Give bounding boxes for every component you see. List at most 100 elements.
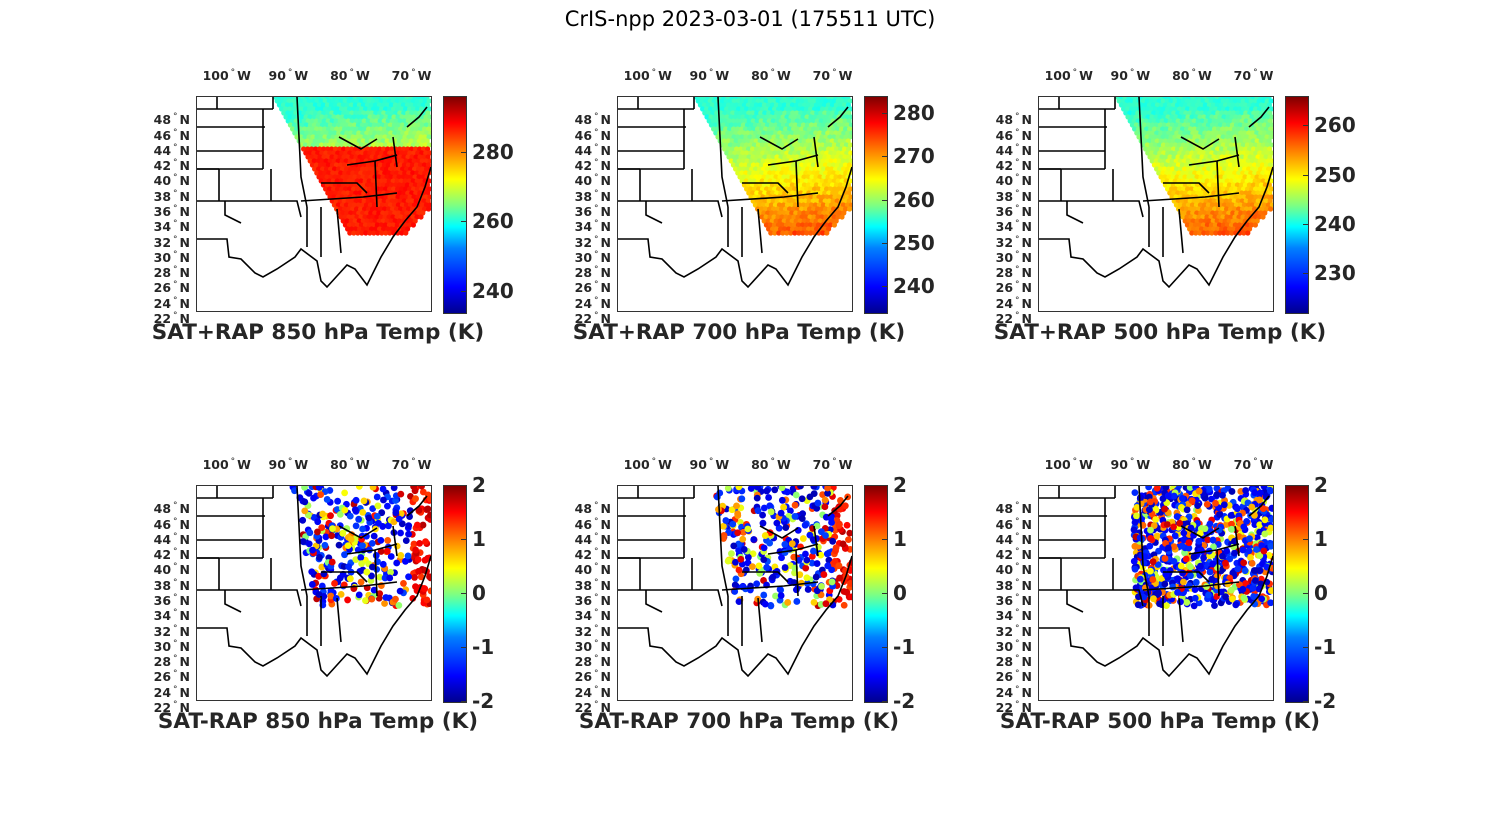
swath-sample xyxy=(348,174,354,180)
swath-sample xyxy=(775,98,781,104)
swath-sample xyxy=(835,142,841,148)
swath-sample xyxy=(741,102,747,108)
swath-sample xyxy=(360,218,366,224)
difference-sample xyxy=(396,587,404,595)
lat-suffix: N xyxy=(1021,143,1032,158)
difference-sample xyxy=(323,496,331,503)
colorbar-tick-label: 1 xyxy=(893,527,907,551)
swath-sample xyxy=(1179,190,1185,196)
swath-sample xyxy=(1257,194,1263,200)
swath-sample xyxy=(807,206,813,212)
colorbar-tick-label: 0 xyxy=(472,581,486,605)
swath-sample xyxy=(748,186,754,192)
swath-sample xyxy=(338,170,344,176)
swath-sample xyxy=(1267,110,1273,116)
lat-suffix: N xyxy=(179,188,190,204)
swath-sample xyxy=(1257,186,1263,192)
degree-symbol: ° xyxy=(594,173,599,184)
state-boundary xyxy=(759,525,799,539)
swath-sample xyxy=(799,222,805,228)
swath-sample xyxy=(327,106,333,112)
swath-sample xyxy=(1247,110,1253,116)
swath-sample xyxy=(784,114,790,120)
state-boundary xyxy=(296,97,308,208)
lon-value: 90 xyxy=(268,457,286,473)
difference-sample xyxy=(1234,565,1242,573)
difference-sample xyxy=(763,487,771,495)
lat-value: 46 xyxy=(574,127,593,143)
swath-sample xyxy=(283,114,289,120)
swath-sample xyxy=(1158,138,1164,144)
swath-sample xyxy=(814,226,820,232)
swath-sample xyxy=(370,126,376,132)
lat-value: 44 xyxy=(574,532,593,547)
swath-sample xyxy=(749,102,755,108)
swath-sample xyxy=(1212,126,1218,132)
swath-sample xyxy=(1228,142,1234,148)
difference-sample xyxy=(405,522,413,530)
swath-sample xyxy=(416,174,422,180)
difference-sample xyxy=(814,499,822,507)
swath-sample xyxy=(361,154,367,160)
swath-sample xyxy=(384,218,390,224)
swath-sample xyxy=(736,150,742,156)
swath-sample xyxy=(786,226,792,232)
swath-sample xyxy=(354,126,360,132)
swath-sample xyxy=(1167,162,1173,168)
swath-sample xyxy=(314,142,320,148)
swath-sample xyxy=(388,210,394,216)
swath-sample xyxy=(382,206,388,212)
difference-sample xyxy=(773,519,781,527)
swath-sample xyxy=(844,114,850,120)
lon-suffix: W xyxy=(658,68,672,84)
swath-sample xyxy=(1220,222,1226,228)
swath-sample xyxy=(280,102,286,108)
lat-suffix: N xyxy=(179,143,190,158)
swath-sample xyxy=(725,130,731,136)
swath-sample xyxy=(1196,126,1202,132)
swath-sample xyxy=(1160,126,1166,132)
swath-sample xyxy=(392,130,398,136)
lat-value: 32 xyxy=(995,623,1014,639)
swath-sample xyxy=(396,138,402,144)
swath-sample xyxy=(1218,102,1224,108)
swath-sample xyxy=(804,150,810,156)
difference-sample xyxy=(341,489,349,497)
swath-sample xyxy=(1256,214,1262,220)
swath-sample xyxy=(1162,138,1168,144)
swath-sample xyxy=(355,114,361,120)
swath-sample xyxy=(754,190,760,196)
lat-suffix: N xyxy=(1021,654,1032,670)
longitude-tick-label: 70 ° W xyxy=(1234,457,1274,472)
difference-sample xyxy=(843,521,851,529)
swath-sample xyxy=(363,202,369,208)
swath-sample xyxy=(1141,122,1147,128)
swath-sample xyxy=(841,174,847,180)
difference-sample xyxy=(344,542,352,550)
swath-sample xyxy=(332,130,338,136)
swath-sample xyxy=(1232,170,1238,176)
swath-sample xyxy=(379,202,385,208)
swath-sample xyxy=(396,102,402,108)
swath-sample xyxy=(401,146,407,152)
swath-sample xyxy=(831,170,837,176)
swath-sample xyxy=(393,226,399,232)
swath-sample xyxy=(806,198,812,204)
swath-sample xyxy=(783,214,789,220)
swath-sample xyxy=(826,118,832,124)
swath-sample xyxy=(1249,186,1255,192)
lat-suffix: N xyxy=(179,532,190,547)
swath-sample xyxy=(1242,102,1248,108)
swath-sample xyxy=(1218,182,1224,188)
swath-sample xyxy=(777,166,783,172)
swath-sample xyxy=(369,198,375,204)
swath-sample xyxy=(799,134,805,140)
swath-sample xyxy=(408,218,414,224)
swath-sample xyxy=(1236,214,1242,220)
swath-sample xyxy=(395,194,401,200)
swath-sample xyxy=(1238,166,1244,172)
swath-sample xyxy=(798,146,804,152)
swath-sample xyxy=(1241,106,1247,112)
swath-sample xyxy=(1188,126,1194,132)
lat-value: 26 xyxy=(574,280,593,296)
